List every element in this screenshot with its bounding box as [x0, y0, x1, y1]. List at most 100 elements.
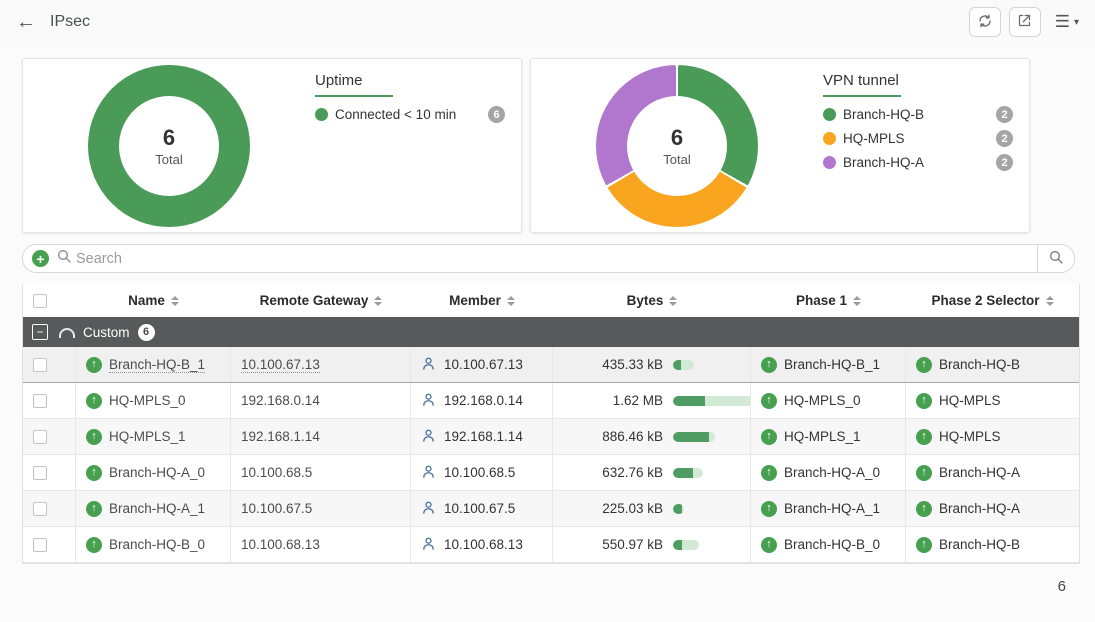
group-label: Custom [83, 325, 130, 340]
search-submit-button[interactable] [1037, 244, 1075, 273]
table-row[interactable]: ↑Branch-HQ-A_010.100.68.510.100.68.5632.… [23, 455, 1079, 491]
remote-gateway-cell: 10.100.67.13 [231, 347, 411, 382]
ipsec-tunnel-table: NameRemote GatewayMember Bytes Phase 1Phas… [22, 284, 1080, 564]
legend-count-badge: 2 [996, 106, 1013, 123]
collapse-group-icon[interactable]: − [32, 324, 48, 340]
bytes-cell: 1.62 MB [553, 383, 751, 418]
tunnel-name-cell: ↑Branch-HQ-B_0 [76, 527, 231, 562]
remote-gateway-link[interactable]: 10.100.68.13 [241, 537, 320, 552]
column-header-name[interactable]: Name [76, 293, 231, 308]
member-cell: 192.168.0.14 [411, 383, 553, 418]
vpn-tunnel-donut-chart[interactable]: 6 Total [596, 65, 758, 227]
external-link-icon [1017, 13, 1032, 31]
remote-gateway-cell: 192.168.1.14 [231, 419, 411, 454]
row-checkbox[interactable] [33, 466, 47, 480]
uptime-donut-zone: 6 Total [23, 65, 315, 227]
legend-color-dot [823, 156, 836, 169]
row-checkbox-cell [23, 383, 76, 418]
column-header-remote-gateway[interactable]: Remote Gateway [231, 293, 411, 308]
table-row[interactable]: ↑Branch-HQ-B_110.100.67.1310.100.67.1343… [23, 347, 1079, 383]
bytes-value: 886.46 kB [563, 429, 663, 444]
remote-gateway-link[interactable]: 192.168.1.14 [241, 429, 320, 444]
phase1-value: Branch-HQ-A_1 [784, 501, 880, 516]
phase1-value: Branch-HQ-B_0 [784, 537, 880, 552]
phase2-up-icon: ↑ [916, 537, 932, 553]
summary-cards: 6 Total Uptime Connected < 10 min6 6 Tot… [22, 58, 1030, 233]
table-row[interactable]: ↑Branch-HQ-A_110.100.67.510.100.67.5225.… [23, 491, 1079, 527]
tunnel-name-link[interactable]: Branch-HQ-A_1 [109, 501, 205, 516]
phase2-selector-cell: ↑Branch-HQ-A [906, 455, 1079, 490]
row-checkbox[interactable] [33, 430, 47, 444]
tunnel-name-link[interactable]: Branch-HQ-B_1 [109, 357, 205, 373]
phase2-selector-cell: ↑ Branch-HQ-B [906, 527, 1079, 562]
row-checkbox[interactable] [33, 538, 47, 552]
row-checkbox-cell [23, 527, 76, 562]
phase2-up-icon: ↑ [916, 429, 932, 445]
back-button[interactable]: ← [16, 12, 36, 32]
row-checkbox[interactable] [33, 394, 47, 408]
tunnel-name-link[interactable]: Branch-HQ-B_0 [109, 537, 205, 552]
page-title: IPsec [50, 13, 90, 31]
search-box: + [22, 244, 1037, 273]
person-icon [421, 428, 444, 446]
search-input[interactable] [76, 251, 1029, 267]
phase1-cell: ↑HQ-MPLS_1 [751, 419, 906, 454]
vpn-tunnel-legend: VPN tunnel Branch-HQ-B2HQ-MPLS2Branch-HQ… [823, 59, 1013, 178]
phase1-value: HQ-MPLS_0 [784, 393, 861, 408]
remote-gateway-link[interactable]: 192.168.0.14 [241, 393, 320, 408]
tunnel-name-link[interactable]: Branch-HQ-A_0 [109, 465, 205, 480]
bytes-value: 632.76 kB [563, 465, 663, 480]
refresh-button[interactable] [969, 7, 1001, 37]
column-header-bytes[interactable]: Bytes [553, 293, 751, 308]
column-header-label: Bytes [627, 293, 664, 308]
remote-gateway-link[interactable]: 10.100.67.13 [241, 357, 320, 373]
row-checkbox[interactable] [33, 358, 47, 372]
legend-item: HQ-MPLS2 [823, 130, 1013, 147]
search-bar: + [22, 244, 1075, 273]
tunnel-name-link[interactable]: HQ-MPLS_0 [109, 393, 186, 408]
search-icon [1048, 249, 1064, 268]
phase1-cell: ↑Branch-HQ-B_1 [751, 347, 906, 382]
phase1-cell: ↑Branch-HQ-A_1 [751, 491, 906, 526]
bytes-bar [673, 396, 751, 406]
column-header-phase-2-selector[interactable]: Phase 2 Selector [906, 293, 1079, 308]
member-value: 10.100.67.13 [444, 357, 523, 372]
group-row-custom[interactable]: − Custom 6 [23, 317, 1079, 347]
legend-color-dot [315, 108, 328, 121]
tunnel-up-icon: ↑ [86, 357, 102, 373]
phase1-up-icon: ↑ [761, 537, 777, 553]
bytes-cell: 632.76 kB [553, 455, 751, 490]
legend-count-badge: 2 [996, 130, 1013, 147]
remote-gateway-link[interactable]: 10.100.68.5 [241, 465, 312, 480]
table-row[interactable]: ↑HQ-MPLS_0192.168.0.14192.168.0.141.62 M… [23, 383, 1079, 419]
remote-gateway-cell: 192.168.0.14 [231, 383, 411, 418]
uptime-card: 6 Total Uptime Connected < 10 min6 [22, 58, 522, 233]
phase2-selector-value: Branch-HQ-A [939, 501, 1020, 516]
bytes-bar-fill [673, 432, 709, 442]
phase1-value: Branch-HQ-A_0 [784, 465, 880, 480]
select-all-cell [23, 294, 76, 308]
more-menu-button[interactable]: ☰ ▾ [1055, 12, 1079, 32]
phase1-cell: ↑ Branch-HQ-B_0 [751, 527, 906, 562]
remote-gateway-link[interactable]: 10.100.67.5 [241, 501, 312, 516]
tunnel-name-link[interactable]: HQ-MPLS_1 [109, 429, 186, 444]
phase1-up-icon: ↑ [761, 393, 777, 409]
row-checkbox[interactable] [33, 502, 47, 516]
select-all-checkbox[interactable] [33, 294, 47, 308]
vpn-tunnel-donut-center: 6 Total [627, 96, 727, 196]
sort-icon [374, 296, 382, 306]
table-row[interactable]: ↑HQ-MPLS_1192.168.1.14192.168.1.14886.46… [23, 419, 1079, 455]
column-header-member[interactable]: Member [411, 293, 553, 308]
uptime-legend: Uptime Connected < 10 min6 [315, 59, 505, 130]
phase2-selector-value: Branch-HQ-B [939, 537, 1020, 552]
member-value: 192.168.1.14 [444, 429, 523, 444]
phase2-selector-value: HQ-MPLS [939, 393, 1001, 408]
add-filter-icon[interactable]: + [32, 250, 49, 267]
column-header-phase-1[interactable]: Phase 1 [751, 293, 906, 308]
uptime-donut-chart[interactable]: 6 Total [88, 65, 250, 227]
phase1-value: Branch-HQ-B_1 [784, 357, 880, 372]
table-row[interactable]: ↑Branch-HQ-B_010.100.68.1310.100.68.1355… [23, 527, 1079, 563]
tunnel-up-icon: ↑ [86, 393, 102, 409]
bytes-bar [673, 540, 699, 550]
open-in-window-button[interactable] [1009, 7, 1041, 37]
